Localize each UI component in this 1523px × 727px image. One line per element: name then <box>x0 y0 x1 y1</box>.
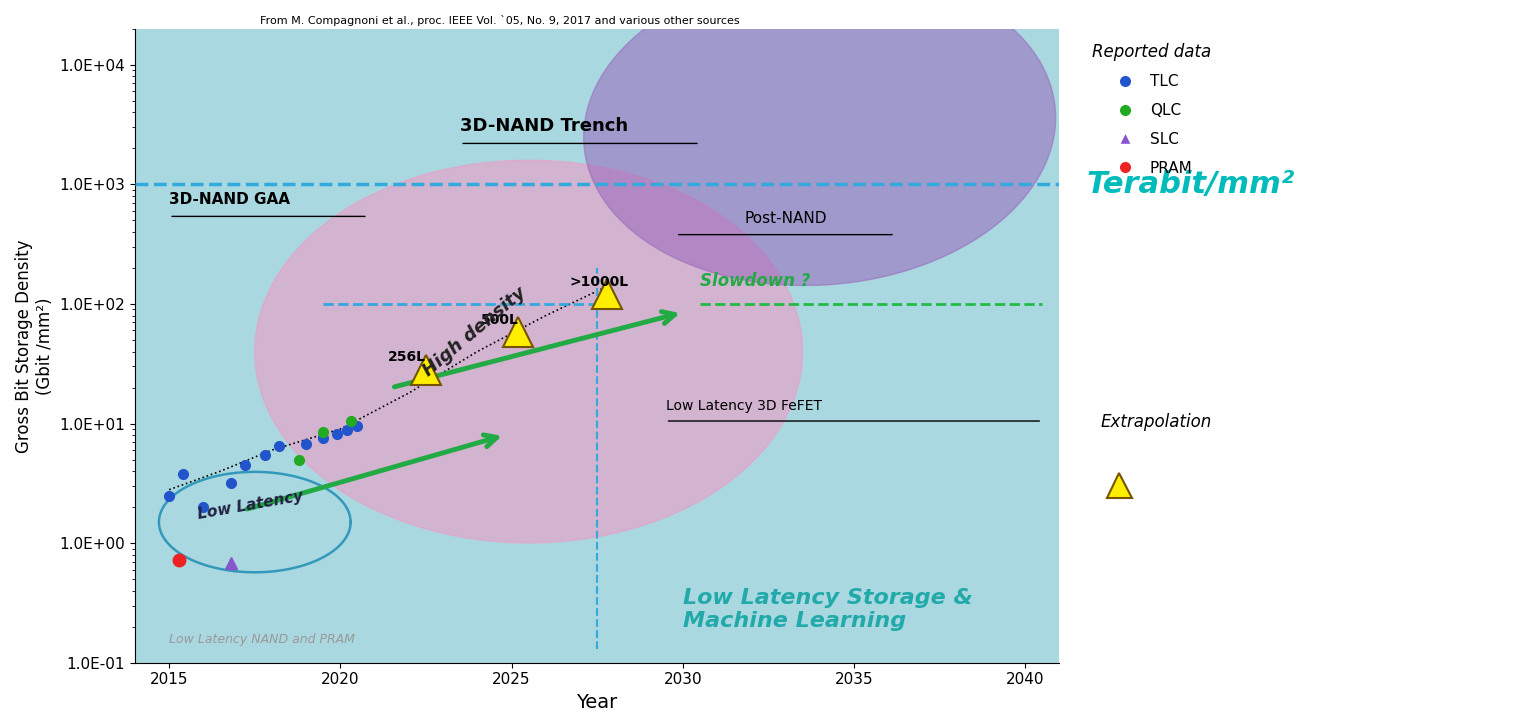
Text: High density: High density <box>419 284 528 380</box>
Text: 500L: 500L <box>481 313 519 326</box>
Text: Post-NAND: Post-NAND <box>745 211 827 225</box>
Legend: TLC, QLC, SLC, PRAM: TLC, QLC, SLC, PRAM <box>1086 36 1217 182</box>
X-axis label: Year: Year <box>577 693 618 712</box>
Text: Low Latency 3D FeFET: Low Latency 3D FeFET <box>666 399 821 413</box>
Text: Slowdown ?: Slowdown ? <box>701 273 810 291</box>
Text: 3D-NAND GAA: 3D-NAND GAA <box>169 193 291 207</box>
Polygon shape <box>254 160 803 543</box>
Text: 3D-NAND Trench: 3D-NAND Trench <box>460 117 629 135</box>
Text: Extrapolation: Extrapolation <box>1101 413 1212 431</box>
Text: >1000L: >1000L <box>570 275 629 289</box>
Text: 256L: 256L <box>388 350 426 364</box>
Polygon shape <box>583 0 1055 286</box>
Text: From M. Compagnoni et al., proc. IEEE Vol. `05, No. 9, 2017 and various other so: From M. Compagnoni et al., proc. IEEE Vo… <box>260 15 739 25</box>
Text: Low Latency NAND and PRAM: Low Latency NAND and PRAM <box>169 633 355 646</box>
Text: Low Latency Storage &
Machine Learning: Low Latency Storage & Machine Learning <box>682 587 973 631</box>
Text: Low Latency: Low Latency <box>196 489 305 522</box>
Y-axis label: Gross Bit Storage Density
(Gbit /mm²): Gross Bit Storage Density (Gbit /mm²) <box>15 239 53 452</box>
Text: Terabit/mm²: Terabit/mm² <box>1087 170 1295 199</box>
